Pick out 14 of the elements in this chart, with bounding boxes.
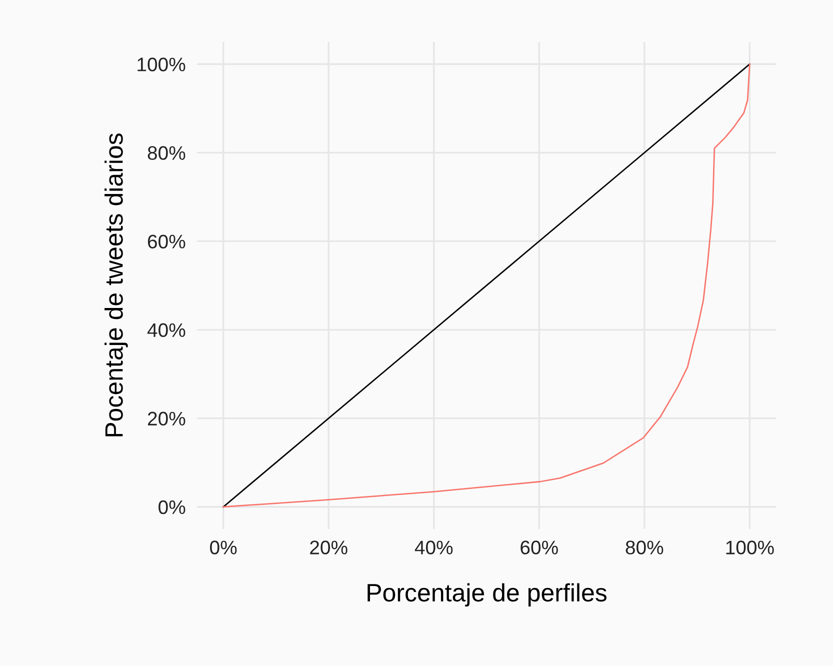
x-tick-label: 0%: [210, 540, 237, 554]
y-tick-label: 60%: [148, 234, 186, 248]
y-axis-title: Pocentaje de tweets diarios: [104, 134, 128, 436]
x-axis-title: Porcentaje de perfiles: [368, 583, 607, 607]
y-tick-label: 80%: [148, 146, 186, 160]
x-tick-label: 100%: [726, 540, 774, 554]
y-tick-label: 100%: [138, 58, 186, 72]
x-tick-label: 80%: [626, 540, 664, 554]
x-tick-label: 60%: [520, 540, 558, 554]
y-tick-label: 40%: [147, 323, 186, 338]
y-tick-label: 0%: [158, 500, 186, 514]
y-tick-label: 20%: [148, 412, 186, 426]
x-tick-label: 40%: [414, 540, 453, 554]
x-tick-label: 20%: [310, 540, 348, 554]
